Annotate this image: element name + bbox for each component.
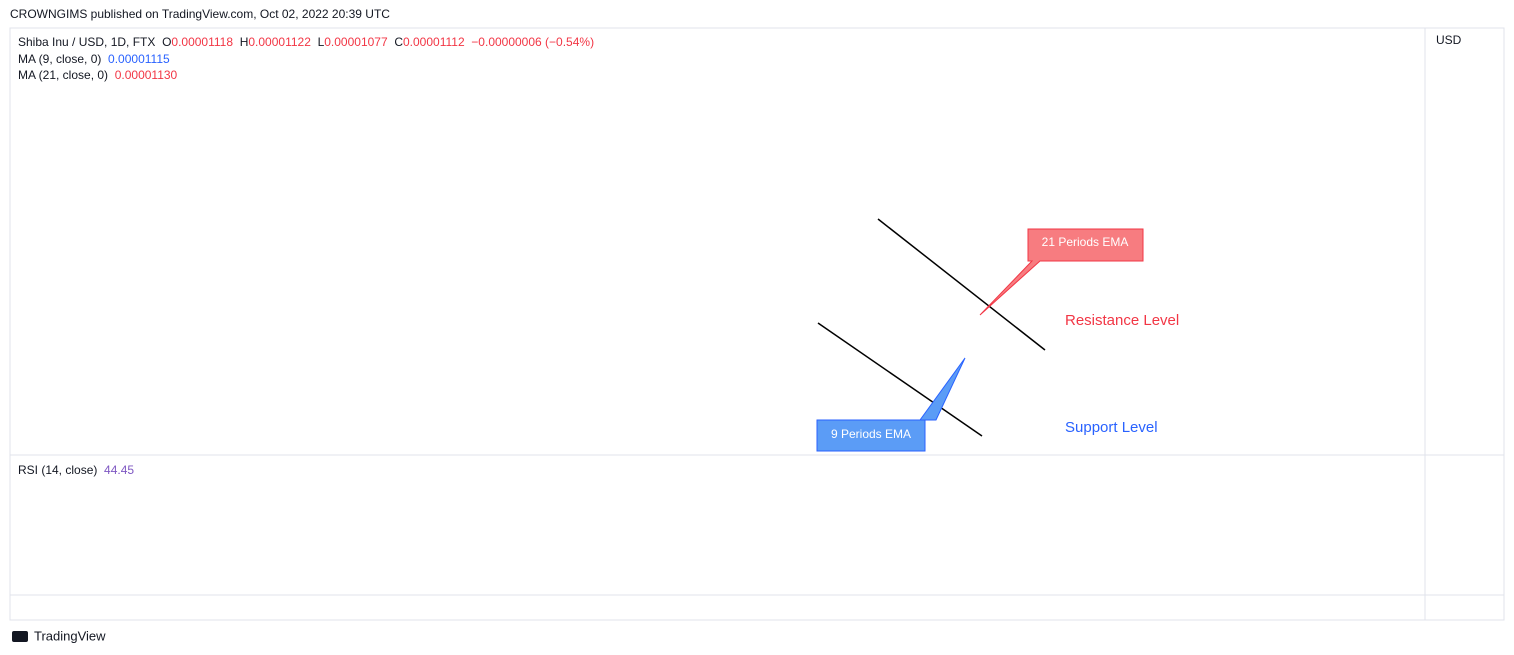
legend-value: 44.45 xyxy=(104,463,135,477)
header: CROWNGIMS published on TradingView.com, … xyxy=(10,7,390,21)
callout-ema21 xyxy=(979,228,1144,316)
ohlc-key: L xyxy=(317,35,325,49)
callout-text: 9 Periods EMA xyxy=(831,427,911,441)
symbol: Shiba Inu / USD, 1D, FTX xyxy=(18,35,156,49)
frame xyxy=(9,27,1505,621)
ohlc-key: H xyxy=(239,35,249,49)
legend-row: MA (21, close, 0) 0.00001130 xyxy=(18,68,177,82)
legend-row: Shiba Inu / USD, 1D, FTX O0.00001118 H0.… xyxy=(18,35,594,49)
legend-name: MA (9, close, 0) xyxy=(18,52,102,66)
ohlc-value: 0.00001077 xyxy=(324,35,388,49)
ohlc-key: O xyxy=(162,35,172,49)
callout-ema9 xyxy=(816,357,966,452)
legend-value: 0.00001115 xyxy=(108,52,170,66)
ohlc-value: 0.00001112 xyxy=(403,35,465,49)
ohlc-value: 0.00001122 xyxy=(248,35,311,49)
logo xyxy=(12,631,28,642)
annotation: Resistance Level xyxy=(1065,312,1179,329)
legend-value: 0.00001130 xyxy=(114,68,178,82)
currency: USD xyxy=(1436,33,1462,47)
legend-name: MA (21, close, 0) xyxy=(18,68,109,82)
ohlc-key: C xyxy=(394,35,403,49)
callout-text: 21 Periods EMA xyxy=(1042,235,1129,249)
legend-name: RSI (14, close) xyxy=(18,463,98,477)
legend-row: MA (9, close, 0) 0.00001115 xyxy=(18,52,170,66)
change: −0.00000006 (−0.54%) xyxy=(471,35,595,49)
trend-line xyxy=(877,218,1046,351)
legend-row: RSI (14, close) 44.45 xyxy=(18,463,134,477)
annotation: Support Level xyxy=(1065,419,1158,436)
footer: TradingView xyxy=(34,628,106,643)
trend-line xyxy=(817,322,983,437)
ohlc-value: 0.00001118 xyxy=(171,35,234,49)
